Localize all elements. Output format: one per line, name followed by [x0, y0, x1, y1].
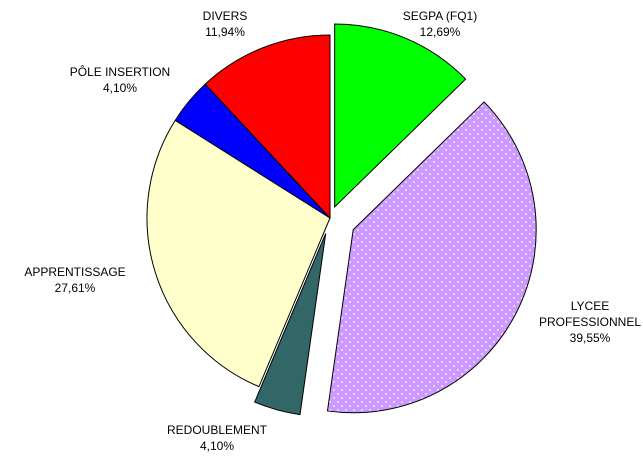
- pie-slice: [326, 101, 537, 414]
- slice-label: APPRENTISSAGE 27,61%: [0, 264, 150, 296]
- value-label: 12,69%: [419, 25, 461, 39]
- category-label: LYCEE PROFESSIONNEL: [538, 299, 642, 329]
- value-label: 39,55%: [569, 331, 611, 345]
- value-label: 4,10%: [102, 81, 138, 95]
- category-label: PÔLE INSERTION: [69, 65, 171, 79]
- pie-slice: [146, 119, 331, 388]
- category-label: SEGPA (FQ1): [402, 9, 478, 23]
- category-label: DIVERS: [202, 9, 248, 23]
- slice-label: SEGPA (FQ1) 12,69%: [385, 8, 495, 40]
- pie-slice: [334, 23, 467, 209]
- slice-label: PÔLE INSERTION 4,10%: [45, 64, 195, 96]
- value-label: 11,94%: [205, 25, 245, 39]
- value-label: 4,10%: [199, 439, 235, 453]
- category-label: APPRENTISSAGE: [24, 265, 126, 279]
- slice-label: LYCEE PROFESSIONNEL 39,55%: [535, 298, 643, 346]
- value-label: 27,61%: [54, 281, 96, 295]
- slice-label: REDOUBLEMENT 4,10%: [142, 422, 292, 454]
- slice-label: DIVERS 11,94%: [175, 8, 275, 40]
- pie-slice: [204, 34, 331, 220]
- pie-slice: [254, 233, 327, 416]
- category-label: REDOUBLEMENT: [166, 423, 267, 437]
